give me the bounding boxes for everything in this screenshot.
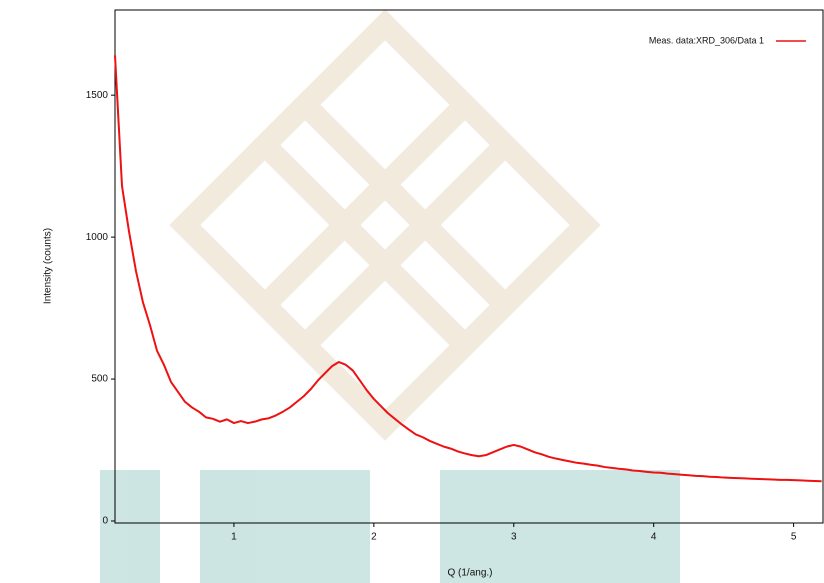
y-tick-label: 1000	[86, 232, 109, 243]
x-tick-label: 1	[231, 532, 237, 543]
watermark	[169, 9, 601, 441]
plot-frame	[114, 9, 824, 524]
y-tick-label: 1500	[86, 90, 109, 101]
y-axis-label: Intensity (counts)	[43, 228, 54, 304]
data-line	[114, 55, 822, 483]
x-tick-label: 3	[511, 532, 517, 543]
x-tick-label: 2	[371, 532, 377, 543]
y-tick-label: 0	[102, 516, 108, 527]
x-tick-label: 4	[651, 532, 657, 543]
x-axis-label: Q (1/ang.)	[447, 568, 492, 579]
x-tick-label: 5	[791, 532, 797, 543]
y-tick-label: 500	[91, 374, 108, 385]
legend-label: Meas. data:XRD_306/Data 1	[649, 35, 764, 45]
watermark-letters	[100, 470, 680, 583]
